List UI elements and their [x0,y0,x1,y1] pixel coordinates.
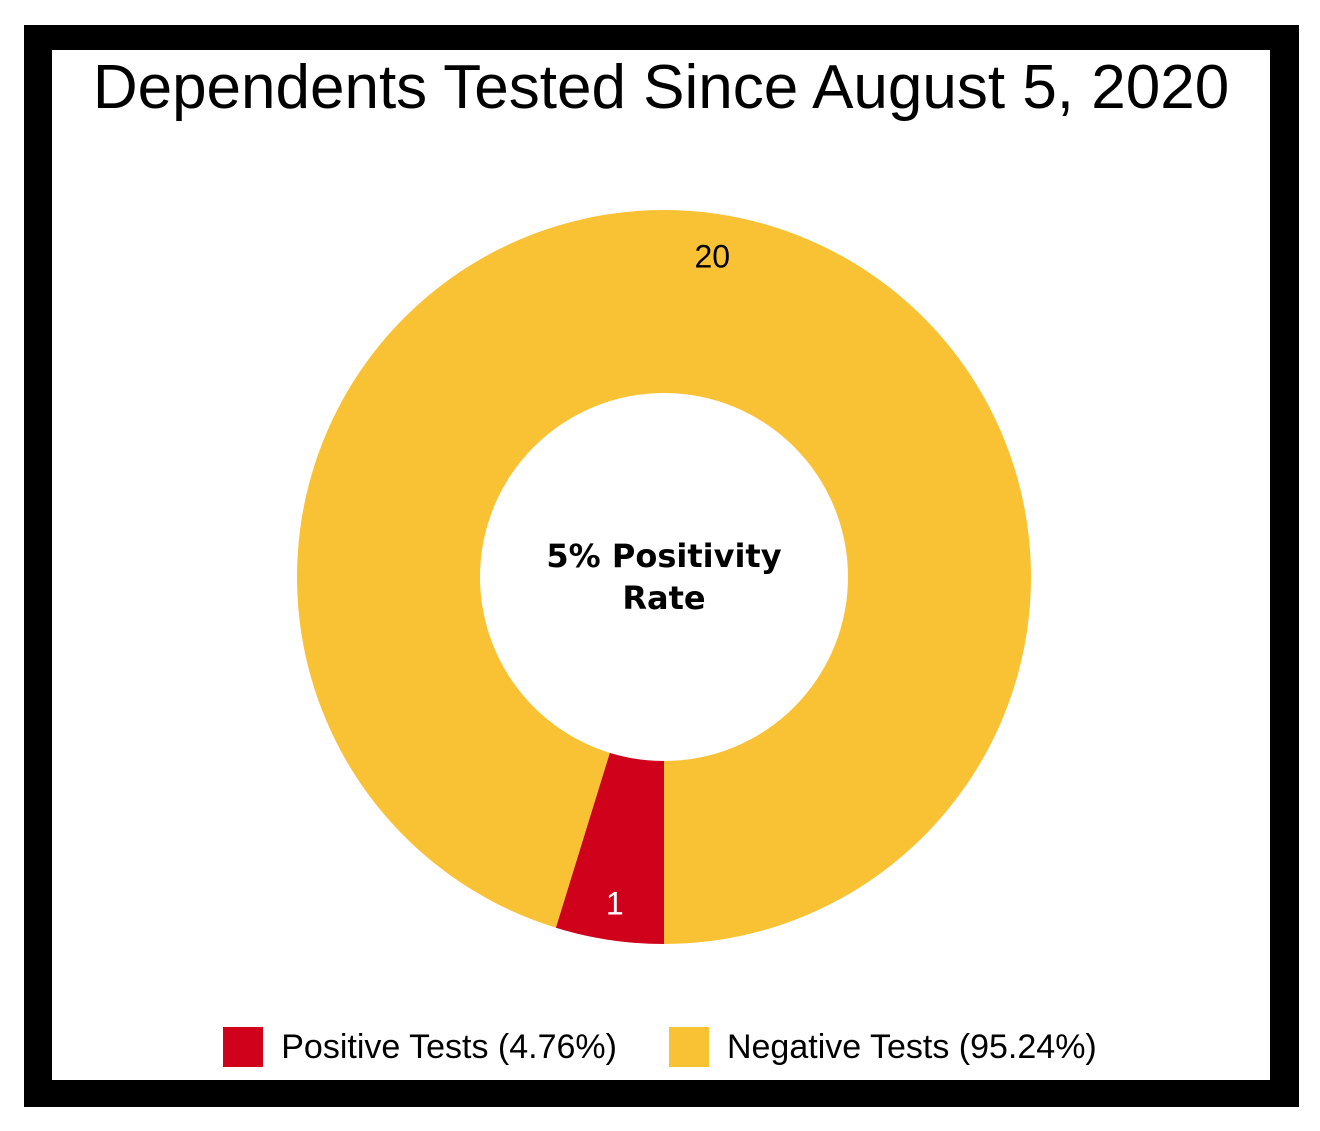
center-label-line-2: Rate [622,579,705,617]
legend-item-positive: Positive Tests (4.76%) [223,1022,617,1072]
chart-legend: Positive Tests (4.76%) Negative Tests (9… [0,1022,1320,1072]
slice-value-negative: 20 [694,239,730,275]
slice-labels: 1 20 [606,239,730,922]
chart-title: Dependents Tested Since August 5, 2020 [92,53,1230,122]
legend-item-negative: Negative Tests (95.24%) [668,1022,1097,1072]
legend-label-negative: Negative Tests (95.24%) [726,1028,1097,1066]
donut-hole [480,393,848,761]
legend-swatch-positive [223,1027,264,1067]
slice-value-positive: 1 [606,885,624,921]
legend-label-positive: Positive Tests (4.76%) [281,1028,617,1066]
center-label-line-1: 5% Positivity [546,537,781,575]
legend-swatch-negative [668,1027,709,1067]
